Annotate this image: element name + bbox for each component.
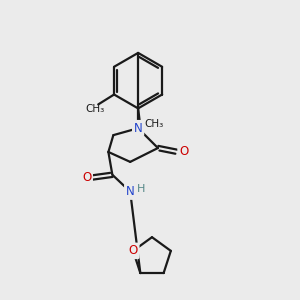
- Text: H: H: [137, 184, 145, 194]
- Text: N: N: [134, 122, 142, 135]
- Text: O: O: [128, 244, 138, 257]
- Text: CH₃: CH₃: [144, 119, 164, 129]
- Text: CH₃: CH₃: [85, 104, 105, 114]
- Text: O: O: [82, 171, 91, 184]
- Text: N: N: [126, 185, 135, 198]
- Text: O: O: [179, 146, 188, 158]
